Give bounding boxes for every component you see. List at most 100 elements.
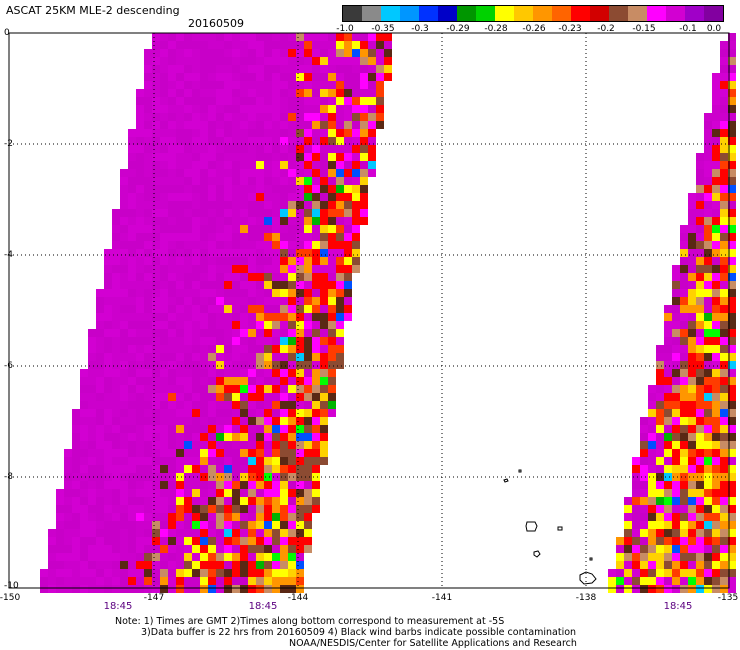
swath-cell — [288, 569, 296, 577]
swath-cell — [208, 249, 216, 257]
swath-cell — [200, 105, 208, 113]
swath-cell — [280, 81, 288, 89]
swath-cell — [216, 257, 224, 265]
swath-cell — [216, 489, 224, 497]
swath-cell — [296, 417, 304, 425]
swath-cell — [352, 169, 360, 177]
swath-cell — [248, 337, 256, 345]
swath-cell — [712, 209, 720, 217]
swath-cell — [656, 433, 664, 441]
swath-cell — [168, 113, 176, 121]
swath-cell — [88, 401, 96, 409]
swath-cell — [304, 281, 312, 289]
swath-cell — [680, 449, 688, 457]
colorbar-label: -0.29 — [446, 24, 470, 34]
swath-cell — [368, 41, 376, 49]
swath-cell — [704, 313, 712, 321]
swath-cell — [304, 361, 312, 369]
swath-cell — [688, 585, 696, 593]
swath-cell — [272, 353, 280, 361]
swath-cell — [352, 177, 360, 185]
swath-cell — [48, 545, 56, 553]
swath-cell — [704, 217, 712, 225]
swath-cell — [176, 313, 184, 321]
swath-cell — [88, 569, 96, 577]
swath-cell — [296, 145, 304, 153]
swath-cell — [328, 257, 336, 265]
swath-cell — [192, 153, 200, 161]
swath-cell — [720, 425, 728, 433]
swath-cell — [176, 425, 184, 433]
swath-cell — [264, 185, 272, 193]
swath-cell — [160, 193, 168, 201]
swath-cell — [208, 177, 216, 185]
swath-cell — [728, 409, 736, 417]
swath-cell — [640, 569, 648, 577]
swath-cell — [264, 577, 272, 585]
swath-cell — [128, 257, 136, 265]
swath-cell — [232, 49, 240, 57]
swath-cell — [240, 257, 248, 265]
swath-cell — [160, 249, 168, 257]
swath-cell — [720, 113, 728, 121]
swath-cell — [312, 241, 320, 249]
swath-cell — [208, 529, 216, 537]
swath-cell — [200, 433, 208, 441]
swath-cell — [224, 97, 232, 105]
swath-cell — [88, 489, 96, 497]
swath-cell — [96, 577, 104, 585]
swath-cell — [168, 537, 176, 545]
swath-cell — [728, 497, 736, 505]
swath-cell — [696, 449, 704, 457]
swath-cell — [712, 537, 720, 545]
swath-cell — [160, 561, 168, 569]
swath-cell — [320, 321, 328, 329]
swath-cell — [152, 561, 160, 569]
swath-cell — [80, 577, 88, 585]
swath-cell — [288, 177, 296, 185]
swath-cell — [144, 233, 152, 241]
swath-cell — [360, 97, 368, 105]
swath-cell — [640, 473, 648, 481]
swath-cell — [704, 457, 712, 465]
swath-cell — [256, 369, 264, 377]
swath-cell — [72, 585, 80, 593]
swath-cell — [296, 321, 304, 329]
swath-cell — [312, 105, 320, 113]
swath-cell — [192, 529, 200, 537]
swath-cell — [640, 545, 648, 553]
swath-cell — [344, 249, 352, 257]
swath-cell — [224, 345, 232, 353]
swath-cell — [376, 49, 384, 57]
swath-cell — [120, 329, 128, 337]
swath-cell — [136, 121, 144, 129]
swath-cell — [696, 505, 704, 513]
swath-cell — [232, 577, 240, 585]
swath-cell — [680, 281, 688, 289]
latitude-tick: 0 — [4, 28, 10, 38]
swath-cell — [208, 545, 216, 553]
swath-cell — [192, 497, 200, 505]
swath-cell — [296, 129, 304, 137]
swath-cell — [224, 145, 232, 153]
swath-cell — [312, 129, 320, 137]
swath-cell — [296, 497, 304, 505]
swath-cell — [112, 249, 120, 257]
swath-cell — [144, 537, 152, 545]
swath-cell — [80, 433, 88, 441]
swath-cell — [304, 337, 312, 345]
swath-cell — [112, 209, 120, 217]
swath-cell — [128, 273, 136, 281]
swath-cell — [200, 337, 208, 345]
swath-cell — [112, 545, 120, 553]
swath-cell — [728, 209, 736, 217]
swath-cell — [296, 409, 304, 417]
swath-cell — [144, 353, 152, 361]
swath-cell — [248, 369, 256, 377]
swath-cell — [216, 553, 224, 561]
swath-cell — [688, 457, 696, 465]
swath-cell — [200, 273, 208, 281]
swath-cell — [96, 457, 104, 465]
swath-cell — [728, 585, 736, 593]
swath-cell — [232, 449, 240, 457]
